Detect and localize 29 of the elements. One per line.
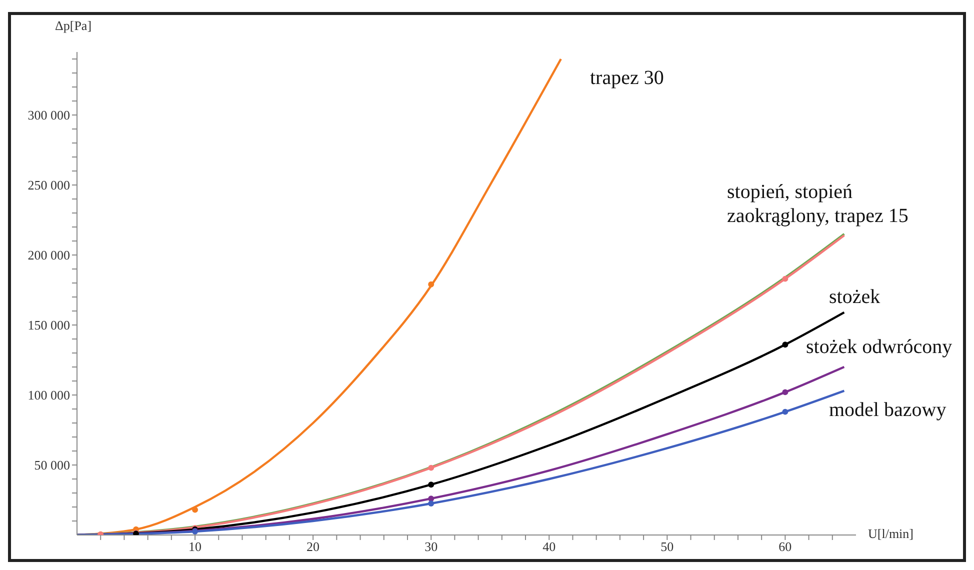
point (192, 506, 198, 513)
annotation: model bazowy (829, 398, 948, 422)
annotation: stopień, stopień zaokrąglony, trapez 15 (727, 180, 910, 228)
point (428, 464, 434, 471)
x-tick-label: 40 (542, 539, 556, 554)
x-tick-label: 60 (778, 539, 792, 554)
y-axis-title: Δp[Pa] (55, 18, 92, 34)
x-tick-label: 50 (660, 539, 674, 554)
y-tick-label: 100 000 (28, 388, 70, 403)
annotation: stożek odwrócony (806, 335, 954, 359)
annotation: stożek (829, 285, 882, 309)
x-tick-label: 20 (306, 539, 320, 554)
y-tick-label: 50 000 (34, 458, 70, 473)
y-tick-label: 150 000 (28, 318, 70, 333)
y-tick-label: 200 000 (28, 248, 70, 263)
x-tick-label: 10 (188, 539, 202, 554)
y-tick-label: 300 000 (28, 108, 70, 123)
point (782, 408, 788, 415)
point (782, 389, 788, 396)
x-tick-label: 30 (424, 539, 438, 554)
line-series (77, 58, 562, 535)
y-tick-label: 250 000 (28, 178, 70, 193)
point (782, 342, 788, 348)
x-axis-title: U[l/min] (868, 526, 914, 542)
point (428, 500, 434, 506)
point (782, 276, 788, 282)
annotation: trapez 30 (590, 66, 665, 90)
point (428, 482, 434, 488)
point (428, 281, 434, 288)
